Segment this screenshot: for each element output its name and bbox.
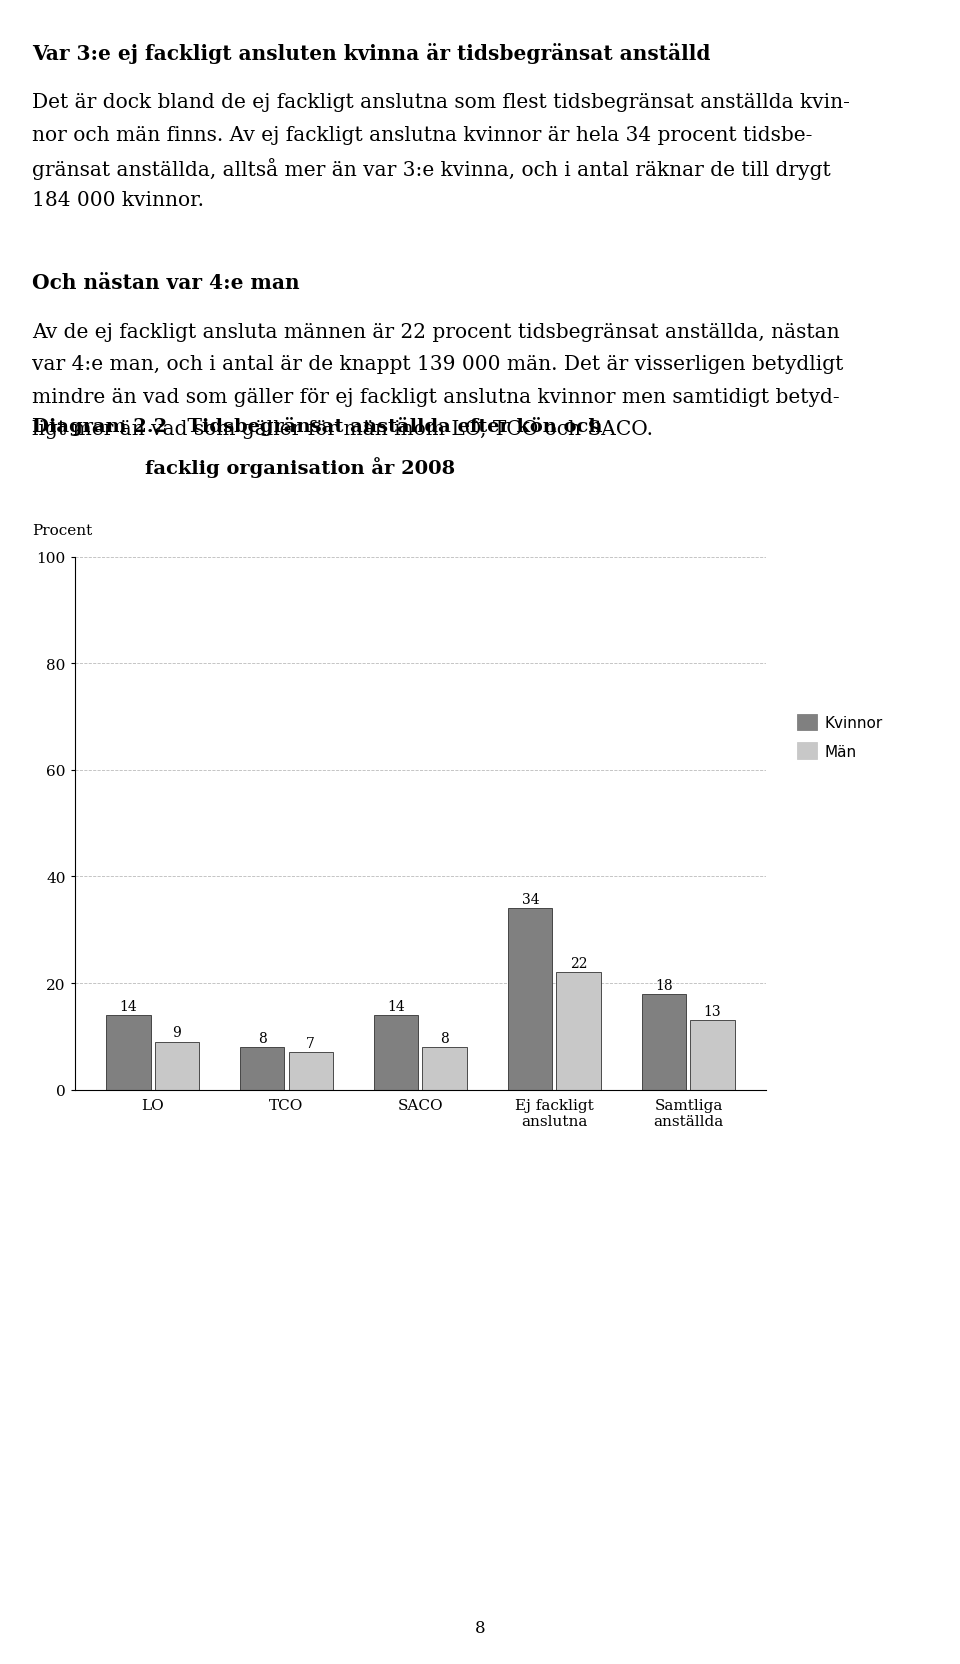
Text: 8: 8 [441,1032,449,1045]
Text: 22: 22 [570,957,588,970]
Text: Av de ej fackligt ansluta männen är 22 procent tidsbegränsat anställda, nästan: Av de ej fackligt ansluta männen är 22 p… [32,323,839,341]
Text: 7: 7 [306,1037,315,1050]
Text: 184 000 kvinnor.: 184 000 kvinnor. [32,190,204,210]
Text: 14: 14 [388,1000,405,1013]
Bar [422,1047,467,1090]
Bar [289,1053,333,1090]
Text: 14: 14 [120,1000,137,1013]
Text: 13: 13 [704,1005,721,1018]
Text: Och nästan var 4:e man: Och nästan var 4:e man [32,273,300,293]
Text: var 4:e man, och i antal är de knappt 139 000 män. Det är visserligen betydligt: var 4:e man, och i antal är de knappt 13… [32,354,843,374]
Text: Diagram 2.2   Tidsbegränsat anställda efter kön och: Diagram 2.2 Tidsbegränsat anställda efte… [32,418,602,436]
Text: ligt mer än vad som gäller för män inom LO, TCO och SACO.: ligt mer än vad som gäller för män inom … [32,419,653,439]
Text: 8: 8 [258,1032,267,1045]
Text: nor och män finns. Av ej fackligt anslutna kvinnor är hela 34 procent tidsbe-: nor och män finns. Av ej fackligt anslut… [32,126,812,145]
Bar [374,1015,419,1090]
Legend: Kvinnor, Män: Kvinnor, Män [797,714,883,760]
Bar [107,1015,151,1090]
Bar [508,909,552,1090]
Text: mindre än vad som gäller för ej fackligt anslutna kvinnor men samtidigt betyd-: mindre än vad som gäller för ej fackligt… [32,388,839,406]
Text: 34: 34 [521,894,540,907]
Text: 8: 8 [474,1619,486,1636]
Bar [642,993,686,1090]
Text: gränsat anställda, alltså mer än var 3:e kvinna, och i antal räknar de till dryg: gränsat anställda, alltså mer än var 3:e… [32,158,830,180]
Text: 18: 18 [656,978,673,992]
Bar [240,1047,284,1090]
Text: Procent: Procent [32,524,92,537]
Text: facklig organisation år 2008: facklig organisation år 2008 [145,456,455,478]
Bar [155,1042,199,1090]
Bar [690,1020,734,1090]
Text: Det är dock bland de ej fackligt anslutna som flest tidsbegränsat anställda kvin: Det är dock bland de ej fackligt anslutn… [32,93,850,111]
Text: 9: 9 [172,1027,181,1040]
Bar [557,973,601,1090]
Text: Var 3:e ej fackligt ansluten kvinna är tidsbegränsat anställd: Var 3:e ej fackligt ansluten kvinna är t… [32,43,710,65]
